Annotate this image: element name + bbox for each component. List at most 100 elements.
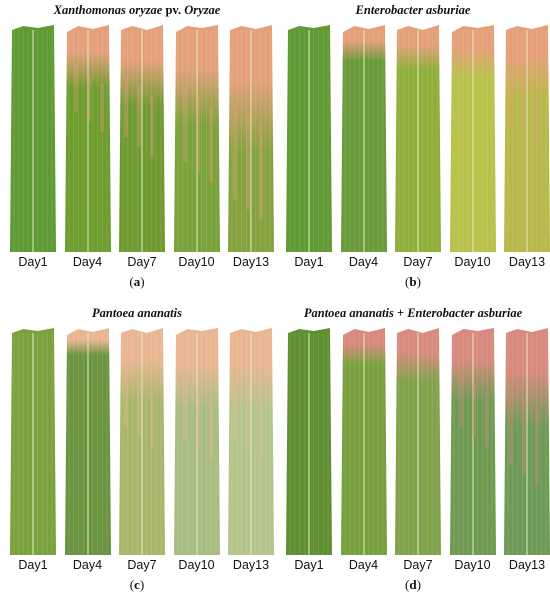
leaf-image [119, 25, 165, 252]
leaf-image [286, 328, 332, 555]
lesion-streak [509, 389, 513, 465]
lesion-streak [246, 388, 250, 450]
letter-text: b [409, 274, 417, 289]
title-part: Enterobacter asburiae [355, 3, 471, 17]
lesion-streak [195, 96, 200, 172]
day-label: Day7 [127, 558, 157, 572]
title-part: Enterobacter asburiae [407, 306, 523, 320]
panel-a: Xanthomonas oryzae pv. Oryzae Day1 Day4 Day… [2, 0, 274, 300]
title-part: + [393, 306, 408, 320]
leaf-image [228, 25, 274, 252]
lesion-streak [137, 85, 141, 147]
panel-letter: (a) [2, 274, 272, 290]
paren: ( [129, 274, 134, 289]
leaf-image [64, 328, 111, 555]
lesion-streak [522, 399, 526, 475]
panel-c: Pantoea ananatis Day1 Day4 Day7 Day10 Day13 (c… [2, 303, 274, 603]
lesion-streak [259, 123, 263, 220]
paren: ) [139, 577, 145, 592]
letter-text: c [134, 577, 140, 592]
day-label: Day13 [508, 558, 546, 572]
leaf-image [395, 25, 441, 252]
panel-title: Xanthomonas oryzae pv. Oryzae [2, 3, 272, 18]
day-label: Day4 [72, 255, 103, 269]
leaf-image [504, 328, 550, 555]
leaf-image [173, 25, 220, 252]
lesion-streak [73, 63, 78, 112]
title-part: Oryzae [184, 3, 221, 17]
lesion-streak [150, 392, 154, 448]
lesion-streak [182, 86, 187, 162]
paren: ) [416, 274, 421, 289]
day-label: Day10 [178, 255, 215, 269]
panel-letter: (b) [278, 274, 548, 290]
lesion-streak [137, 382, 141, 438]
lesion-streak [124, 75, 128, 137]
day-label: Day1 [294, 558, 324, 572]
leaf-image [119, 328, 165, 555]
lesion-streak [86, 73, 91, 122]
panel-letter: (c) [2, 577, 272, 593]
paren: ) [416, 577, 421, 592]
panel-d: Pantoea ananatis + Enterobacter asburiae… [278, 303, 550, 603]
leaf-image [10, 25, 56, 252]
lesion-streak [124, 372, 128, 428]
day-label: Day4 [72, 558, 103, 572]
lesion-streak [522, 79, 526, 135]
paren: ( [405, 577, 410, 592]
day-label: Day1 [294, 255, 324, 269]
lesion-streak [535, 409, 539, 485]
day-label: Day7 [403, 255, 433, 269]
day-label: Day10 [454, 558, 491, 572]
panel-title: Enterobacter asburiae [278, 3, 548, 18]
leaf-image [228, 328, 274, 555]
lesion-streak [195, 388, 200, 450]
lesion-streak [509, 69, 513, 125]
title-part: Pantoea ananatis [92, 306, 182, 320]
panel-letter: (d) [278, 577, 548, 593]
leaf-image [395, 328, 441, 555]
lesion-streak [484, 392, 489, 448]
lesion-streak [535, 89, 539, 145]
lesion-streak [233, 103, 237, 200]
leaf-image [449, 328, 496, 555]
lesion-streak [208, 398, 213, 460]
day-label: Day1 [18, 255, 48, 269]
lesion-streak [208, 106, 213, 182]
day-label: Day7 [403, 558, 433, 572]
day-label: Day7 [127, 255, 157, 269]
leaf-image [504, 25, 550, 252]
leaf-image [10, 328, 56, 555]
letter-text: d [409, 577, 417, 592]
leaf-image [449, 25, 496, 252]
day-label: Day13 [232, 558, 270, 572]
letter-text: a [133, 274, 141, 289]
lesion-streak [150, 95, 154, 157]
leaf-image [340, 328, 387, 555]
lesion-streak [471, 382, 476, 438]
title-part: Xanthomonas oryzae [53, 3, 163, 17]
day-label: Day1 [18, 558, 48, 572]
day-label: Day4 [348, 255, 379, 269]
lesion-streak [458, 372, 463, 428]
lesion-streak [259, 398, 263, 460]
title-part: Pantoea ananatis [303, 306, 394, 320]
day-label: Day13 [232, 255, 270, 269]
lesion-streak [99, 83, 104, 132]
paren: ( [405, 274, 410, 289]
leaf-image [340, 25, 387, 252]
panel-b: Enterobacter asburiae Day1 Day4 Day7 Day10 Da… [278, 0, 550, 300]
lesion-streak [182, 378, 187, 440]
day-label: Day10 [178, 558, 215, 572]
leaf-image [173, 328, 220, 555]
panel-title: Pantoea ananatis + Enterobacter asburiae [278, 306, 548, 321]
paren: ) [140, 274, 145, 289]
title-part: pv. [162, 3, 185, 17]
lesion-streak [246, 113, 250, 210]
leaf-image [64, 25, 111, 252]
leaf-image [286, 25, 332, 252]
day-label: Day13 [508, 255, 546, 269]
day-label: Day10 [454, 255, 491, 269]
panel-title: Pantoea ananatis [2, 306, 272, 321]
paren: ( [129, 577, 135, 592]
